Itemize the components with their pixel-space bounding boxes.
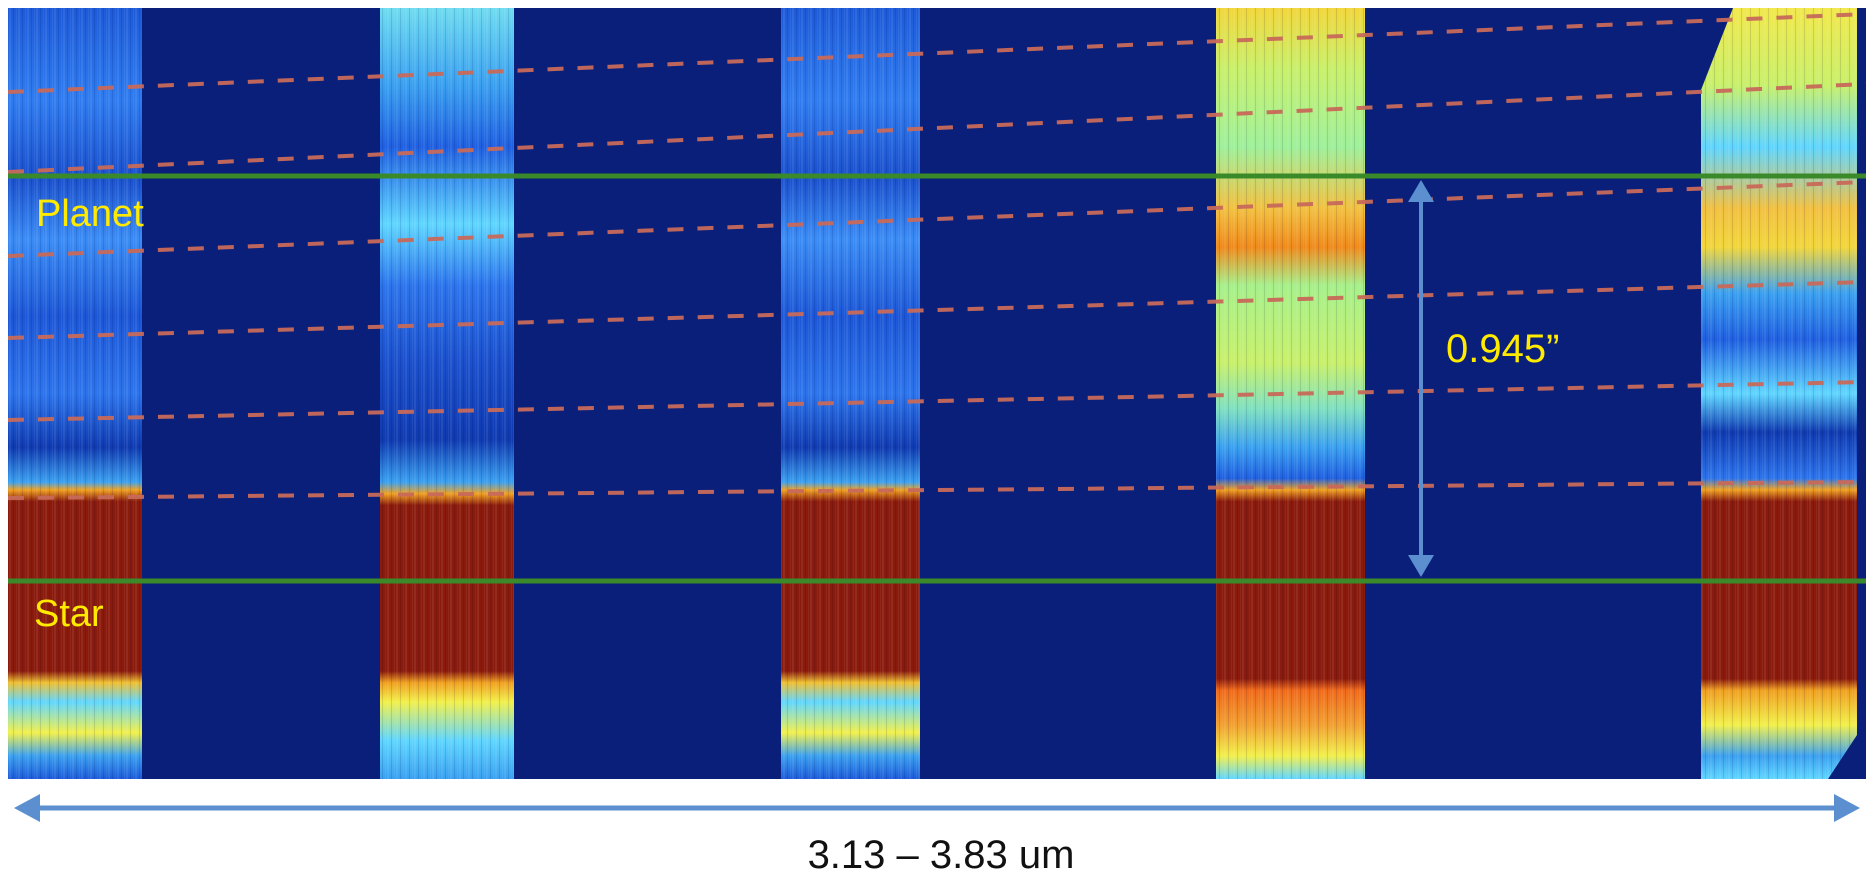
planet-label: Planet [36, 193, 144, 235]
separation-arrow [1408, 180, 1434, 577]
spectral-strip-5 [1701, 8, 1857, 779]
detector-background [8, 8, 1866, 779]
spectral-strip-3 [781, 8, 920, 779]
wavelength-arrow [14, 794, 1860, 822]
trace-line [7, 12, 1867, 94]
trace-line [7, 380, 1867, 422]
separation-label: 0.945” [1446, 327, 1559, 371]
spectral-strip-2 [380, 8, 514, 779]
trace-line [7, 82, 1867, 174]
star-label: Star [34, 593, 104, 635]
trace-line [7, 180, 1867, 258]
wavelength-range-label: 3.13 – 3.83 um [808, 833, 1075, 875]
spectral-strip-1 [8, 8, 142, 779]
trace-line [7, 480, 1867, 500]
spectral-traces [7, 12, 1867, 500]
trace-line [7, 280, 1867, 340]
